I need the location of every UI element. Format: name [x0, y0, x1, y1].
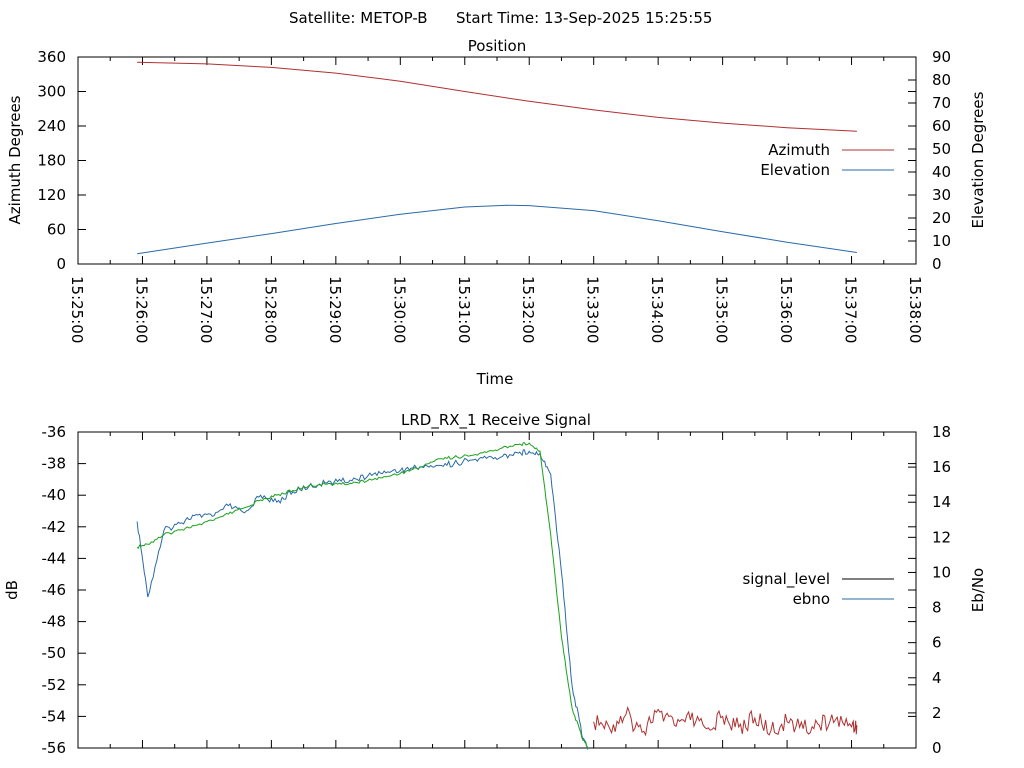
start-time-label: Start Time: 13-Sep-2025 15:25:55: [456, 9, 712, 27]
signal-y-tick-label: -48: [42, 613, 67, 631]
signal-y2-tick-label: 14: [932, 493, 951, 511]
position-x-tick-label: 15:36:00: [777, 276, 795, 343]
satellite-label: Satellite: METOP-B: [289, 9, 428, 27]
position-y2-tick-label: 60: [932, 117, 951, 135]
signal-y2-tick-label: 16: [932, 458, 951, 476]
signal-legend-label: signal_level: [742, 570, 830, 589]
signal-series-line-trace-2: [136, 442, 589, 749]
position-y-axis-label: Azimuth Degrees: [6, 95, 24, 224]
position-y2-tick-label: 50: [932, 140, 951, 158]
signal-chart: LRD_RX_1 Receive Signal dB Eb/No -56-54-…: [3, 411, 987, 757]
signal-y-tick-label: -56: [42, 739, 67, 757]
signal-y-axis-label: dB: [3, 580, 21, 600]
position-y-tick-label: 120: [37, 186, 66, 204]
signal-series-line-trace-3: [593, 705, 858, 737]
position-series-line-Elevation: [137, 204, 857, 255]
position-y2-tick-label: 10: [932, 232, 951, 250]
position-legend-label: Azimuth: [768, 141, 830, 159]
position-x-tick-label: 15:31:00: [455, 276, 473, 343]
signal-y-tick-label: -54: [42, 707, 67, 725]
signal-y2-tick-label: 4: [932, 669, 942, 687]
position-x-tick-label: 15:35:00: [713, 276, 731, 343]
position-y2-tick-label: 80: [932, 71, 951, 89]
signal-plot-area: [77, 431, 917, 749]
signal-y-tick-label: -44: [42, 549, 67, 567]
signal-y-tick-label: -50: [42, 644, 67, 662]
position-x-axis-label: Time: [476, 370, 514, 388]
signal-y-tick-label: -40: [42, 486, 67, 504]
signal-y2-tick-label: 18: [932, 423, 951, 441]
position-y2-tick-label: 40: [932, 163, 951, 181]
position-legend: Azimuth Elevation: [760, 141, 894, 179]
position-series-line-Azimuth: [137, 61, 857, 132]
signal-series: [136, 442, 858, 751]
position-x-tick-label: 15:38:00: [906, 276, 924, 343]
position-y2-tick-label: 30: [932, 186, 951, 204]
signal-y2-tick-label: 0: [932, 739, 942, 757]
signal-series-line-ebno: [136, 449, 589, 751]
position-chart: Position Azimuth Degrees Elevation Degre…: [6, 37, 987, 388]
position-y2-tick-label: 70: [932, 94, 951, 112]
position-y2-tick-label: 0: [932, 255, 942, 273]
position-x-tick-label: 15:29:00: [326, 276, 344, 343]
position-x-tick-label: 15:25:00: [68, 276, 86, 343]
position-y-tick-label: 360: [37, 48, 66, 66]
signal-y-tick-label: -42: [42, 518, 67, 536]
position-y-tick-label: 0: [56, 255, 66, 273]
position-ticks: 0 60 120 180 240 300 360 0 10 20 30 40 50 60 70 80 90 15:…: [37, 48, 951, 343]
signal-legend-label: ebno: [793, 590, 830, 608]
position-x-tick-label: 15:28:00: [261, 276, 279, 343]
position-y-tick-label: 180: [37, 152, 66, 170]
signal-y-tick-label: -46: [42, 581, 67, 599]
signal-y2-tick-label: 8: [932, 599, 942, 617]
position-chart-title: Position: [468, 37, 526, 55]
signal-y-tick-label: -52: [42, 676, 67, 694]
position-y2-tick-label: 90: [932, 48, 951, 66]
signal-y2-tick-label: 6: [932, 634, 942, 652]
position-x-tick-label: 15:30:00: [390, 276, 408, 343]
signal-y-tick-label: -36: [42, 423, 67, 441]
position-x-tick-label: 15:32:00: [519, 276, 537, 343]
position-series: [137, 61, 857, 255]
position-legend-label: Elevation: [760, 161, 830, 179]
position-y-tick-label: 300: [37, 83, 66, 101]
position-y-tick-label: 240: [37, 117, 66, 135]
signal-chart-title: LRD_RX_1 Receive Signal: [401, 411, 591, 430]
signal-y2-axis-label: Eb/No: [969, 568, 987, 612]
position-x-tick-label: 15:27:00: [197, 276, 215, 343]
position-y2-axis-label: Elevation Degrees: [969, 91, 987, 228]
position-y2-tick-label: 20: [932, 209, 951, 227]
signal-y2-tick-label: 12: [932, 528, 951, 546]
position-x-tick-label: 15:37:00: [842, 276, 860, 343]
signal-y2-tick-label: 2: [932, 704, 942, 722]
signal-y-tick-label: -38: [42, 455, 67, 473]
signal-ticks: -56 -54 -52 -50 -48 -46 -44 -42 -40 -38 -36 0 2 4 6 8 10…: [42, 423, 952, 757]
signal-y2-tick-label: 10: [932, 563, 951, 581]
position-x-tick-label: 15:26:00: [132, 276, 150, 343]
position-x-tick-label: 15:33:00: [584, 276, 602, 343]
position-y-tick-label: 60: [47, 221, 66, 239]
position-x-tick-label: 15:34:00: [648, 276, 666, 343]
